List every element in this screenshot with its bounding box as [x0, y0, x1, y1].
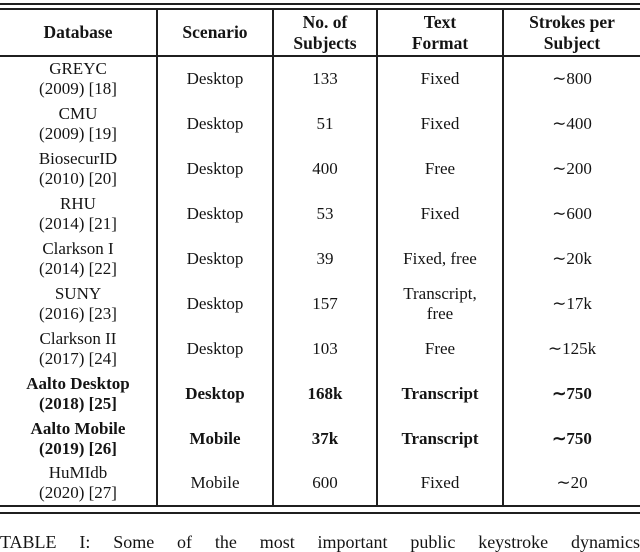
cell-text-format: Fixed, free [376, 236, 503, 281]
cell-strokes: ∼800 [502, 56, 640, 101]
cell-database: Clarkson II (2017) [24] [39, 328, 117, 368]
cell-database: Aalto Mobile (2019) [26] [30, 418, 126, 458]
cell-subjects: 168k [272, 371, 377, 416]
cell-database: RHU (2014) [21] [39, 193, 117, 233]
table-row: GREYC (2009) [18] Desktop 133 Fixed ∼800 [0, 56, 640, 101]
cell-text-format: Fixed [376, 461, 503, 507]
cell-text-format: Free [376, 146, 503, 191]
cell-database: HuMIdb (2020) [27] [0, 461, 157, 507]
bottom-rule-second [0, 512, 640, 514]
cell-strokes: ∼750 [502, 416, 640, 461]
cell-text-format: Fixed [376, 101, 503, 146]
cell-subjects: 103 [272, 326, 377, 371]
cell-scenario: Desktop [156, 236, 273, 281]
cell-subjects: 157 [272, 281, 377, 326]
header-cell-strokes: Strokes per Subject [502, 10, 640, 57]
cell-strokes: ∼125k [502, 326, 640, 371]
header-cell-scenario: Scenario [156, 10, 273, 57]
cell-database: GREYC (2009) [18] [39, 59, 117, 98]
cell-subjects: 37k [272, 416, 377, 461]
top-rule-second [0, 8, 640, 10]
cell-subjects: 51 [272, 101, 377, 146]
cell-scenario: Desktop [156, 281, 273, 326]
cell-text-format: Transcript [376, 371, 503, 416]
table-row: Clarkson II (2017) [24] Desktop 103 Free… [0, 326, 640, 371]
table-row: CMU (2009) [19] Desktop 51 Fixed ∼400 [0, 101, 640, 146]
cell-scenario: Desktop [156, 326, 273, 371]
table-body: GREYC (2009) [18] Desktop 133 Fixed ∼800… [0, 56, 640, 507]
cell-strokes: ∼400 [502, 101, 640, 146]
cell-strokes: ∼20k [502, 236, 640, 281]
cell-text-format: Fixed [376, 191, 503, 236]
cell-strokes: ∼200 [502, 146, 640, 191]
cell-database: BiosecurID (2010) [20] [38, 148, 118, 188]
cell-strokes: ∼600 [502, 191, 640, 236]
cell-strokes: ∼750 [502, 371, 640, 416]
cell-subjects: 400 [272, 146, 377, 191]
cell-scenario: Desktop [156, 371, 273, 416]
table-row: SUNY (2016) [23] Desktop 157 Transcript,… [0, 281, 640, 326]
cell-text-format: Transcript, free [376, 281, 503, 326]
header-row: Database Scenario No. of Subjects Text F… [0, 10, 640, 57]
cell-text-format: Fixed [376, 56, 503, 101]
cell-database: Aalto Desktop (2018) [25] [26, 373, 130, 413]
cell-subjects: 39 [272, 236, 377, 281]
cell-database: Clarkson I (2014) [22] [39, 238, 117, 278]
cell-database: CMU (2009) [19] [39, 103, 117, 143]
cell-subjects: 133 [272, 56, 377, 101]
cell-scenario: Desktop [156, 56, 273, 101]
cell-strokes: ∼17k [502, 281, 640, 326]
cell-scenario: Mobile [156, 461, 273, 507]
header-cell-text-format: Text Format [376, 10, 503, 57]
cell-subjects: 53 [272, 191, 377, 236]
cell-subjects: 600 [272, 461, 377, 507]
cell-scenario: Mobile [156, 416, 273, 461]
table-caption: TABLE I: Some of the most important publ… [0, 532, 640, 552]
table-row: Aalto Mobile (2019) [26] Mobile 37k Tran… [0, 416, 640, 461]
cell-database: SUNY (2016) [23] [39, 283, 117, 323]
table-row: BiosecurID (2010) [20] Desktop 400 Free … [0, 146, 640, 191]
table-row: RHU (2014) [21] Desktop 53 Fixed ∼600 [0, 191, 640, 236]
table-row: Clarkson I (2014) [22] Desktop 39 Fixed,… [0, 236, 640, 281]
cell-scenario: Desktop [156, 101, 273, 146]
cell-scenario: Desktop [156, 146, 273, 191]
cell-scenario: Desktop [156, 191, 273, 236]
header-cell-subjects: No. of Subjects [272, 10, 377, 57]
table-row: HuMIdb (2020) [27] Mobile 600 Fixed ∼20 [0, 461, 640, 507]
top-rule-first [0, 3, 640, 5]
header-cell-database: Database [0, 10, 157, 57]
datasets-table: Database Scenario No. of Subjects Text F… [0, 10, 640, 507]
cell-text-format: Transcript [376, 416, 503, 461]
cell-strokes: ∼20 [502, 461, 640, 507]
cell-text-format: Free [376, 326, 503, 371]
table-row: Aalto Desktop (2018) [25] Desktop 168k T… [0, 371, 640, 416]
